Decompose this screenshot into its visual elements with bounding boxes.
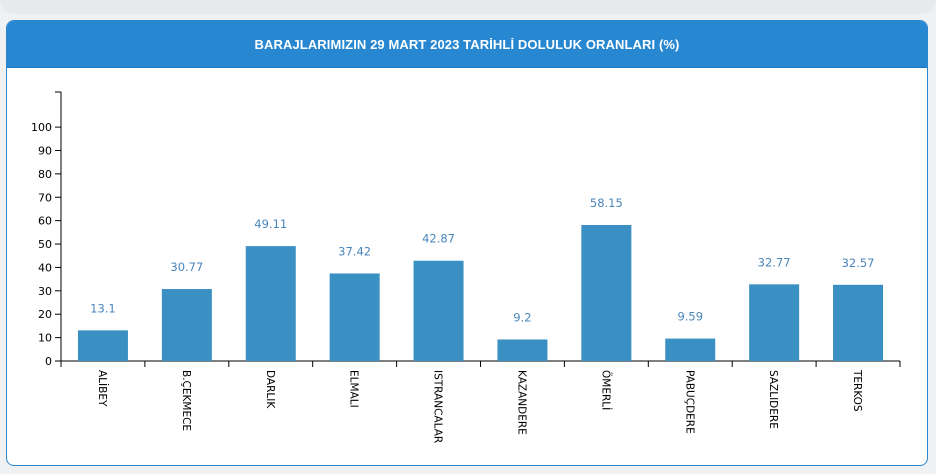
bar: [665, 338, 716, 361]
y-tick-label: 100: [31, 121, 52, 134]
data-label: 58.15: [590, 196, 623, 210]
x-tick-label: ELMALI: [348, 370, 360, 408]
bar-chart: 0 10 20 30 40 50 60 70 80 90 100 13.1 ALİBEY 30.77 B.Ç…: [31, 91, 901, 443]
data-label: 32.57: [842, 256, 875, 270]
data-label: 32.77: [758, 255, 791, 269]
x-tick-label: ISTRANCALAR: [432, 370, 444, 443]
bar: [77, 330, 128, 361]
y-tick-label: 10: [38, 332, 52, 345]
bar: [833, 284, 884, 361]
bar: [161, 289, 212, 361]
y-tick-label: 40: [38, 261, 52, 274]
bar: [497, 339, 548, 361]
x-tick-label: KAZANDERE: [515, 370, 527, 435]
panel-title: BARAJLARIMIZIN 29 MART 2023 TARİHLİ DOLU…: [254, 36, 680, 52]
y-tick-label: 50: [38, 238, 52, 251]
bar: [749, 284, 800, 361]
data-label: 30.77: [170, 260, 203, 274]
y-tick-label: 0: [45, 355, 52, 368]
bar: [581, 224, 632, 361]
bar: [245, 246, 296, 361]
chart-area: 0 10 20 30 40 50 60 70 80 90 100 13.1 ALİBEY 30.77 B.Ç…: [7, 67, 927, 465]
x-tick-label: TERKOS: [851, 369, 863, 412]
y-tick-label: 60: [38, 215, 52, 228]
x-tick-label: SAZLIDERE: [767, 370, 779, 429]
y-tick-label: 70: [38, 191, 52, 204]
data-label: 37.42: [338, 244, 371, 258]
y-tick-label: 20: [38, 308, 52, 321]
bar: [329, 273, 380, 361]
x-tick-label: PABUÇDERE: [683, 370, 695, 434]
panel-header: BARAJLARIMIZIN 29 MART 2023 TARİHLİ DOLU…: [7, 21, 927, 68]
y-tick-label: 80: [38, 168, 52, 181]
x-tick-label: B.ÇEKMECE: [180, 370, 192, 431]
y-tick-label: 30: [38, 285, 52, 298]
data-label: 13.1: [90, 301, 116, 315]
x-tick-label: DARLIK: [264, 370, 276, 409]
chart-panel: BARAJLARIMIZIN 29 MART 2023 TARİHLİ DOLU…: [6, 20, 928, 466]
x-tick-label: ÖMERLİ: [599, 370, 612, 410]
top-strip: [0, 0, 936, 14]
x-tick-label: ALİBEY: [96, 370, 109, 407]
data-label: 9.2: [513, 310, 531, 324]
data-label: 9.59: [677, 310, 703, 324]
bar: [413, 260, 464, 361]
y-tick-label: 90: [38, 144, 52, 157]
data-label: 49.11: [254, 217, 287, 231]
data-label: 42.87: [422, 232, 455, 246]
